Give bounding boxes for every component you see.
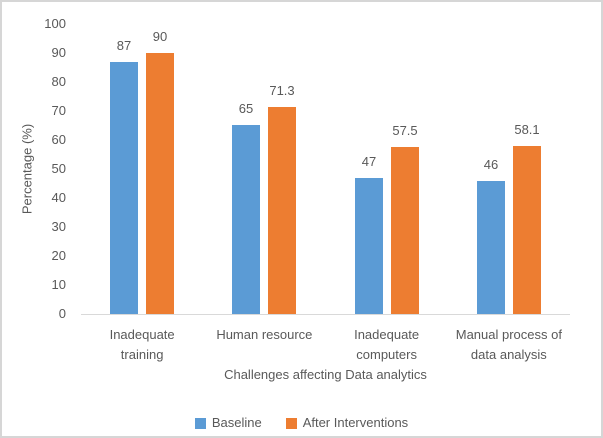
legend-item: After Interventions (285, 415, 409, 431)
bar-value-label: 58.1 (514, 122, 540, 137)
bar-value-label: 46 (483, 157, 499, 172)
bar (355, 178, 383, 314)
bar (477, 181, 505, 314)
y-tick-label: 80 (51, 74, 66, 89)
bar-value-label: 47 (361, 154, 377, 169)
category-label: Inadequate training (109, 327, 175, 362)
bar (110, 62, 138, 314)
bar-value-label: 71.3 (269, 83, 295, 98)
y-tick-label: 100 (44, 16, 66, 31)
legend-item: Baseline (194, 415, 262, 431)
bar (146, 53, 174, 314)
y-axis: 0 10 20 30 40 50 60 70 80 90 100 (2, 2, 66, 436)
y-tick-label: 0 (58, 306, 66, 321)
bar-value-label: 57.5 (392, 123, 418, 138)
category-label: Manual process of data analysis (455, 327, 562, 362)
category-label: Inadequate computers (354, 327, 420, 362)
bar (513, 146, 541, 314)
y-tick-label: 60 (51, 132, 66, 147)
legend-marker-icon (285, 417, 297, 429)
legend-label: After Interventions (302, 415, 409, 430)
bar (268, 107, 296, 314)
y-tick-label: 70 (51, 103, 66, 118)
y-tick-label: 10 (51, 277, 66, 292)
legend: Baseline After Interventions (2, 415, 601, 431)
y-tick-label: 20 (51, 248, 66, 263)
y-tick-label: 40 (51, 190, 66, 205)
bar-value-label: 90 (152, 29, 168, 44)
legend-label: Baseline (211, 415, 262, 430)
bar (232, 125, 260, 314)
plot-area: 87 90 65 71.3 47 57.5 46 58.1 (81, 24, 570, 315)
legend-marker-icon (194, 417, 206, 429)
y-tick-label: 50 (51, 161, 66, 176)
bar-value-label: 87 (116, 38, 132, 53)
y-tick-label: 30 (51, 219, 66, 234)
bar (391, 147, 419, 314)
bar-value-label: 65 (238, 101, 254, 116)
x-axis-title: Challenges affecting Data analytics (224, 367, 427, 382)
y-tick-label: 90 (51, 45, 66, 60)
category-label: Human resource (216, 327, 313, 342)
